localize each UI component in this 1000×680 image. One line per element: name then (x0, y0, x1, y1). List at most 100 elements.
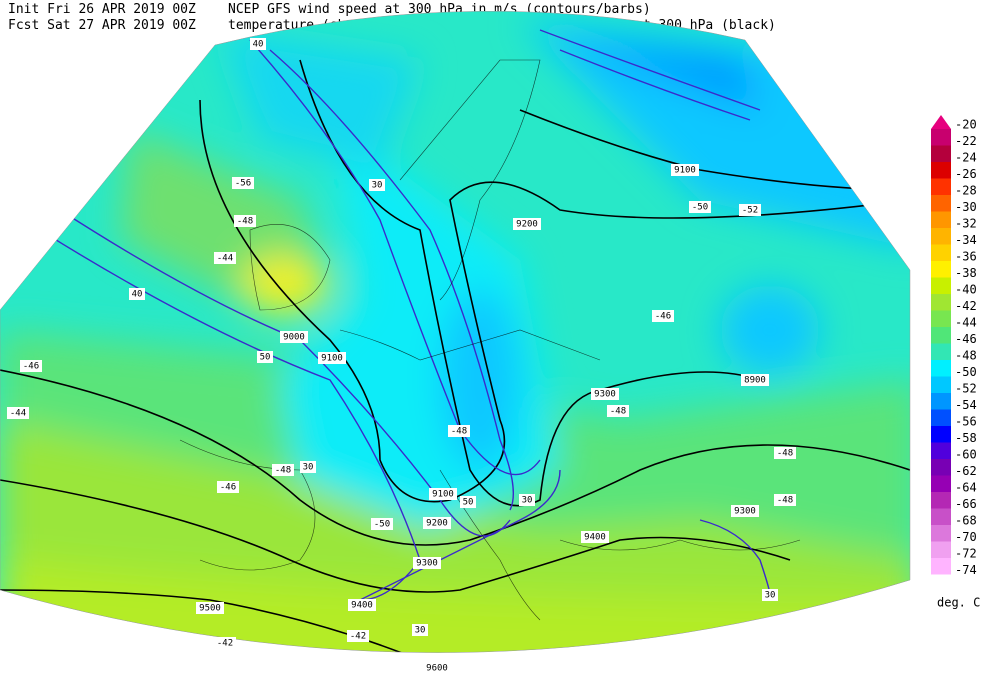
legend-swatch (931, 178, 951, 195)
legend-label: -56 (955, 415, 977, 429)
legend-swatch (931, 310, 951, 327)
contour-label: 50 (260, 353, 271, 363)
legend-swatch (931, 475, 951, 492)
legend-swatch (931, 211, 951, 228)
legend-label: -24 (955, 151, 977, 165)
contour-labels: 9100 9200 9300 9300 9400 9500 9600 9400 9300 9200… (7, 38, 796, 674)
label-box (731, 505, 759, 517)
label-box (774, 447, 796, 459)
contour-label: -48 (237, 217, 253, 227)
label-box (671, 164, 699, 176)
label-box (214, 637, 236, 649)
label-box (652, 310, 674, 322)
contour-label: 30 (765, 591, 776, 601)
contour-label: -44 (10, 409, 26, 419)
label-box (348, 599, 376, 611)
legend-label: -50 (955, 365, 977, 379)
wind-contours (39, 29, 771, 601)
legend-label: -38 (955, 266, 977, 280)
label-box (272, 464, 294, 476)
label-box (129, 288, 145, 300)
legend-label: -68 (955, 514, 977, 528)
legend-swatch (931, 508, 951, 525)
contour-label: -48 (777, 496, 793, 506)
legend-swatch (931, 162, 951, 179)
label-box (214, 252, 236, 264)
legend-label: -64 (955, 481, 977, 495)
label-box (7, 407, 29, 419)
label-box (412, 624, 428, 636)
label-box (371, 518, 393, 530)
legend-swatch (931, 393, 951, 410)
legend-swatch (931, 195, 951, 212)
label-box (423, 662, 451, 674)
contour-label: 50 (463, 498, 474, 508)
label-box (460, 496, 476, 508)
label-box (739, 204, 761, 216)
contour-label: 9600 (426, 664, 448, 674)
label-box (423, 517, 451, 529)
label-box (347, 630, 369, 642)
contour-label: -46 (220, 483, 236, 493)
legend-label: -26 (955, 167, 977, 181)
legend-label: -40 (955, 283, 977, 297)
legend-label: -20 (955, 118, 977, 132)
contour-label: -46 (655, 312, 671, 322)
label-box (280, 331, 308, 343)
legend-swatch (931, 228, 951, 245)
legend-label: -46 (955, 332, 977, 346)
map-area (0, 11, 910, 653)
legend-label: -54 (955, 398, 977, 412)
contour-label: 9500 (199, 604, 221, 614)
label-box (250, 38, 266, 50)
legend-swatch (931, 376, 951, 393)
legend-swatch (931, 294, 951, 311)
contour-label: 40 (253, 40, 264, 50)
contour-label: 8900 (744, 376, 766, 386)
contour-label: -46 (23, 362, 39, 372)
legend-unit: deg. C (937, 596, 980, 610)
legend-swatch (931, 558, 951, 575)
legend-label: -22 (955, 134, 977, 148)
contour-label: 40 (132, 290, 143, 300)
label-box (217, 481, 239, 493)
legend-swatch (931, 277, 951, 294)
label-box (591, 388, 619, 400)
contour-label: -48 (610, 407, 626, 417)
label-box (413, 557, 441, 569)
contour-label: 9300 (594, 390, 616, 400)
legend-swatch (931, 129, 951, 146)
legend-label: -66 (955, 497, 977, 511)
legend-label: -52 (955, 382, 977, 396)
legend-swatch (931, 261, 951, 278)
contour-label: 9200 (516, 220, 538, 230)
label-box (519, 494, 535, 506)
legend-label: -34 (955, 233, 977, 247)
init-time: Init Fri 26 APR 2019 00Z (8, 2, 196, 17)
contour-label: -48 (451, 427, 467, 437)
label-box (741, 374, 769, 386)
contour-label: 9100 (432, 490, 454, 500)
legend-swatch (931, 541, 951, 558)
contour-label: 9100 (674, 166, 696, 176)
contour-label: -44 (217, 254, 233, 264)
legend-label: -70 (955, 530, 977, 544)
label-box (20, 360, 42, 372)
contour-label: 9200 (426, 519, 448, 529)
contour-label: -48 (777, 449, 793, 459)
contour-label: 9300 (734, 507, 756, 517)
label-box (429, 488, 457, 500)
legend-swatch (931, 492, 951, 509)
contour-label: 30 (415, 626, 426, 636)
legend-label: -60 (955, 448, 977, 462)
forecast-time: Fcst Sat 27 APR 2019 00Z (8, 18, 196, 33)
contour-label: 9400 (351, 601, 373, 611)
height-contours (0, 59, 910, 653)
contour-label: -56 (235, 179, 251, 189)
legend-swatch (931, 442, 951, 459)
legend-swatch (931, 343, 951, 360)
legend-swatch (931, 426, 951, 443)
label-box (234, 215, 256, 227)
